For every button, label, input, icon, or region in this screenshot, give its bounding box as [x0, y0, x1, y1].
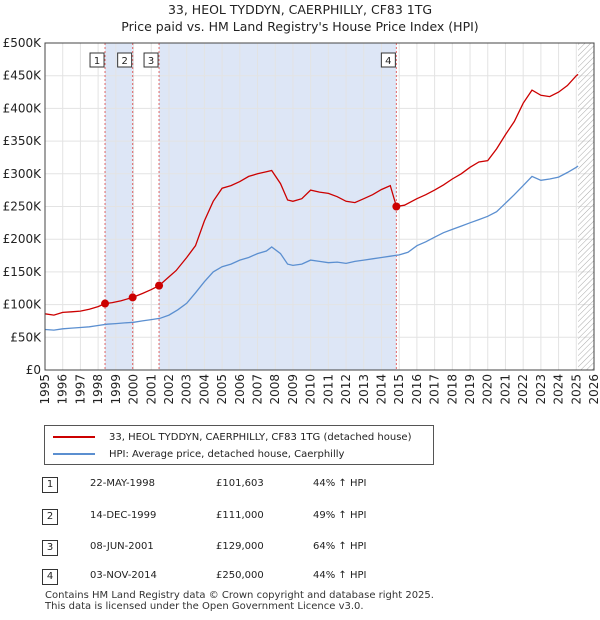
transaction-row: 2 14-DEC-1999 £111,000 49% ↑ HPI: [0, 506, 600, 530]
x-tick-label: 2017: [428, 374, 442, 405]
sale-point: [101, 299, 110, 308]
transaction-price: £111,000: [216, 510, 264, 521]
transaction-row: 4 03-NOV-2014 £250,000 44% ↑ HPI: [0, 566, 600, 590]
x-tick-label: 2021: [498, 374, 512, 405]
x-tick-label: 2022: [516, 374, 530, 405]
transaction-hpi-change: 49% ↑ HPI: [313, 510, 367, 521]
x-tick-label: 2012: [339, 374, 353, 405]
plot-frame: [44, 42, 595, 371]
x-tick-label: 2003: [180, 374, 194, 405]
transaction-date: 03-NOV-2014: [90, 570, 157, 581]
y-tick-label: £350K: [3, 134, 43, 148]
transaction-hpi-change: 64% ↑ HPI: [313, 541, 367, 552]
x-tick-label: 2009: [286, 374, 300, 405]
y-tick-label: £500K: [3, 36, 43, 50]
legend-swatch-property: [53, 436, 95, 438]
price-chart: 1 2 3 4 £0 £50K £100K £150K £200K £250K £300K £350…: [3, 36, 600, 405]
legend-label-property: 33, HEOL TYDDYN, CAERPHILLY, CF83 1TG (d…: [109, 431, 412, 443]
sale-point: [155, 281, 164, 290]
transaction-date: 22-MAY-1998: [90, 478, 156, 489]
transaction-number: 3: [42, 540, 58, 556]
legend-item-property: 33, HEOL TYDDYN, CAERPHILLY, CF83 1TG (d…: [53, 430, 412, 444]
x-tick-label: 2020: [481, 374, 495, 405]
transaction-number: 4: [42, 569, 58, 585]
x-tick-label: 2002: [162, 374, 176, 405]
marker-box: [143, 52, 159, 68]
x-tick-label: 2007: [251, 374, 265, 405]
y-tick-label: £250K: [3, 200, 43, 214]
x-tick-label: 1996: [56, 374, 70, 405]
x-tick-label: 2000: [127, 374, 141, 405]
marker-label: 4: [385, 56, 391, 67]
legend-swatch-hpi: [53, 453, 95, 455]
legend: 33, HEOL TYDDYN, CAERPHILLY, CF83 1TG (d…: [44, 425, 434, 465]
x-tick-label: 2024: [552, 374, 566, 405]
x-tick-label: 2008: [268, 374, 282, 405]
footer-copyright: Contains HM Land Registry data © Crown c…: [45, 590, 434, 601]
legend-label-hpi: HPI: Average price, detached house, Caer…: [109, 448, 345, 460]
marker-label: 2: [121, 56, 127, 67]
transaction-hpi-change: 44% ↑ HPI: [313, 478, 367, 489]
x-tick-label: 2018: [445, 374, 459, 405]
transaction-price: £129,000: [216, 541, 264, 552]
x-tick-label: 2001: [144, 374, 158, 405]
hpi-series-line: [44, 165, 579, 331]
footer: Contains HM Land Registry data © Crown c…: [45, 590, 434, 612]
transaction-price: £250,000: [216, 570, 264, 581]
x-tick-label: 1998: [91, 374, 105, 405]
sale-point: [392, 202, 401, 211]
x-tick-label: 1997: [73, 374, 87, 405]
x-tick-label: 2011: [321, 374, 335, 405]
marker-box: [89, 52, 105, 68]
transaction-date: 14-DEC-1999: [90, 510, 157, 521]
x-tick-label: 2023: [534, 374, 548, 405]
x-tick-label: 2025: [569, 374, 583, 405]
marker-box: [380, 52, 396, 68]
x-tick-label: 2015: [392, 374, 406, 405]
transaction-number: 2: [42, 509, 58, 525]
y-tick-label: £50K: [10, 330, 42, 344]
y-tick-label: £400K: [3, 101, 43, 115]
x-tick-label: 2014: [374, 374, 388, 405]
chart-title: 33, HEOL TYDDYN, CAERPHILLY, CF83 1TG: [167, 2, 433, 17]
sale-point: [128, 293, 137, 302]
x-tick-label: 2019: [463, 374, 477, 405]
marker-label: 3: [148, 56, 154, 67]
transaction-price: £101,603: [216, 478, 264, 489]
y-tick-label: £150K: [3, 265, 43, 279]
y-tick-label: £200K: [3, 232, 43, 246]
forecast-hatch: [578, 43, 594, 370]
x-tick-label: 1999: [109, 374, 123, 405]
transaction-row: 3 08-JUN-2001 £129,000 64% ↑ HPI: [0, 537, 600, 561]
chart-subtitle: Price paid vs. HM Land Registry's House …: [121, 19, 479, 34]
x-tick-label: 1995: [38, 374, 52, 405]
x-tick-label: 2026: [587, 374, 600, 405]
x-tick-label: 2016: [410, 374, 424, 405]
transaction-date: 08-JUN-2001: [90, 541, 154, 552]
footer-licence: This data is licensed under the Open Gov…: [45, 601, 364, 612]
x-tick-label: 2005: [215, 374, 229, 405]
marker-box: [117, 52, 133, 68]
transaction-row: 1 22-MAY-1998 £101,603 44% ↑ HPI: [0, 474, 600, 498]
y-tick-label: £0: [26, 363, 41, 377]
marker-label: 1: [94, 56, 100, 67]
x-tick-label: 2010: [304, 374, 318, 405]
x-tick-label: 2004: [197, 374, 211, 405]
x-tick-label: 2006: [233, 374, 247, 405]
x-tick-label: 2013: [357, 374, 371, 405]
y-tick-label: £100K: [3, 298, 43, 312]
legend-item-hpi: HPI: Average price, detached house, Caer…: [53, 447, 344, 461]
y-tick-label: £450K: [3, 69, 43, 83]
transaction-hpi-change: 44% ↑ HPI: [313, 570, 367, 581]
y-tick-label: £300K: [3, 167, 43, 181]
transaction-number: 1: [42, 477, 58, 493]
